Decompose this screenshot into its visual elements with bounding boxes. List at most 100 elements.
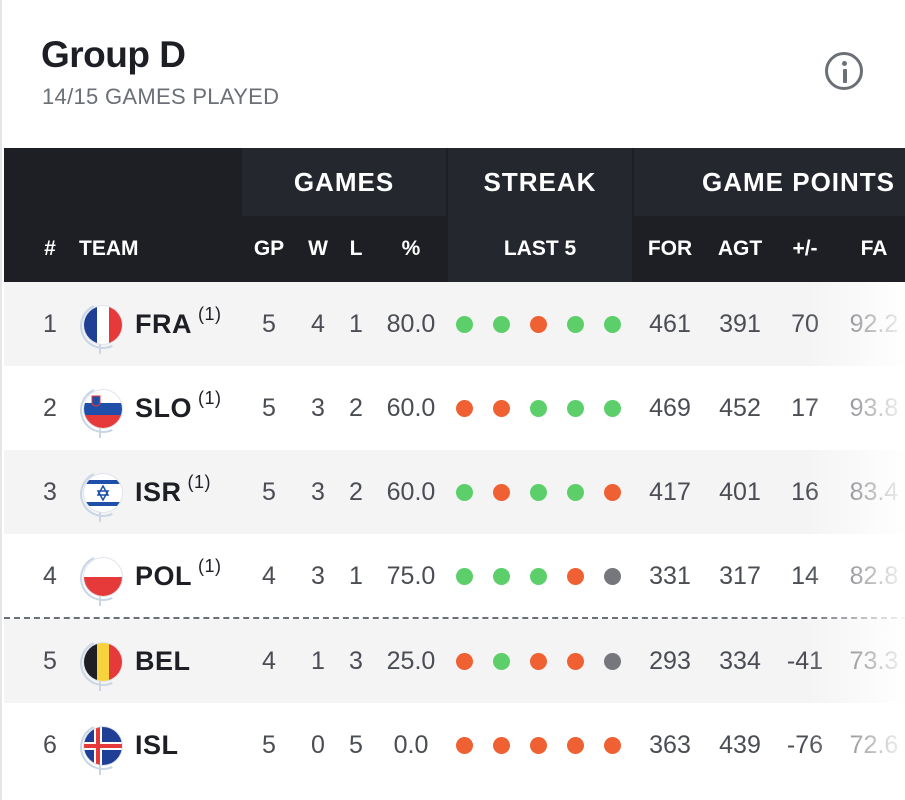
team-code[interactable]: FRA — [135, 308, 192, 339]
team-name[interactable]: SLO (1) — [135, 366, 222, 450]
streak-dot-win — [604, 315, 621, 333]
points-against-cell: 391 — [719, 309, 761, 338]
rank-cell: 6 — [43, 730, 57, 759]
team-name[interactable]: BEL — [135, 619, 197, 703]
streak-dot-loss — [493, 483, 510, 501]
team-code[interactable]: ISL — [135, 729, 179, 760]
streak-dot-win — [456, 483, 473, 501]
team-name[interactable]: ISL — [135, 703, 185, 787]
losses-cell: 1 — [349, 561, 363, 590]
streak-dot-win — [567, 399, 584, 417]
streak-dot-loss — [456, 399, 473, 417]
col-diff[interactable]: +/- — [792, 237, 818, 260]
streak-dot-win — [456, 567, 473, 585]
streak-dot-loss — [493, 399, 510, 417]
col-w[interactable]: W — [308, 237, 328, 260]
team-name[interactable]: FRA (1) — [135, 282, 222, 366]
rank-cell: 1 — [43, 309, 57, 338]
col-pct[interactable]: % — [401, 237, 421, 260]
qualification-divider — [4, 617, 905, 619]
last5-streak — [456, 366, 621, 450]
col-for[interactable]: FOR — [647, 237, 693, 260]
streak-dot-loss — [456, 736, 473, 754]
rank-cell: 3 — [43, 477, 57, 506]
col-fa[interactable]: FA — [860, 237, 888, 260]
table-row[interactable]: 1 FRA (1) 5 4 1 80.0 461 391 70 92.2 — [4, 282, 905, 366]
col-last5[interactable]: LAST 5 — [503, 237, 577, 260]
streak-dot-loss — [567, 567, 584, 585]
wins-cell: 0 — [311, 730, 325, 759]
streak-dot-not-played — [604, 567, 621, 585]
belgium-flag-icon — [84, 643, 122, 681]
last5-streak — [456, 282, 621, 366]
col-team[interactable]: TEAM — [79, 237, 139, 260]
rank-cell: 4 — [43, 561, 57, 590]
col-rank[interactable]: # — [44, 237, 56, 260]
win-pct-cell: 60.0 — [386, 477, 436, 506]
poland-flag-icon — [84, 558, 122, 596]
streak-dot-loss — [604, 736, 621, 754]
points-for-cell: 363 — [649, 730, 691, 759]
team-name[interactable]: POL (1) — [135, 534, 222, 618]
streak-dot-win — [530, 483, 547, 501]
table-row[interactable]: 5 BEL 4 1 3 25.0 293 334 -41 73.3 — [4, 619, 905, 703]
team-code[interactable]: POL — [135, 560, 193, 591]
wins-cell: 3 — [311, 561, 325, 590]
table-row[interactable]: 4 POL (1) 4 3 1 75.0 331 317 14 82.8 — [4, 534, 905, 618]
col-gp[interactable]: GP — [253, 237, 285, 260]
points-for-cell: 469 — [649, 393, 691, 422]
streak-dot-loss — [456, 652, 473, 670]
gp-cell: 5 — [262, 730, 276, 759]
fa-cell: 72.6 — [849, 730, 899, 759]
team-note: (1) — [198, 387, 222, 408]
win-pct-cell: 80.0 — [386, 309, 436, 338]
gp-cell: 4 — [262, 646, 276, 675]
streak-dot-loss — [604, 483, 621, 501]
team-name[interactable]: ISR (1) — [135, 450, 211, 534]
slovenia-flag-icon — [84, 390, 122, 428]
losses-cell: 1 — [349, 309, 363, 338]
info-icon[interactable] — [825, 52, 863, 90]
streak-dot-loss — [530, 315, 547, 333]
table-row[interactable]: 3 ISR (1) 5 3 2 60.0 417 401 16 83.4 — [4, 450, 905, 534]
france-flag-icon — [84, 306, 122, 344]
games-played-subtitle: 14/15 GAMES PLAYED — [42, 84, 280, 109]
fa-cell: 73.3 — [849, 646, 899, 675]
streak-dot-not-played — [604, 652, 621, 670]
team-note: (1) — [198, 555, 222, 576]
team-note: (1) — [187, 471, 212, 492]
streak-dot-loss — [567, 736, 584, 754]
col-agt[interactable]: AGT — [717, 237, 763, 260]
point-diff-cell: 17 — [791, 393, 819, 422]
streak-dot-loss — [493, 736, 510, 754]
table-row[interactable]: 6 ISL 5 0 5 0.0 363 439 -76 72.6 — [4, 703, 905, 787]
streak-dot-win — [493, 652, 510, 670]
points-for-cell: 293 — [649, 646, 691, 675]
gp-cell: 5 — [262, 393, 276, 422]
team-code[interactable]: ISR — [135, 476, 182, 507]
streak-dot-win — [456, 315, 473, 333]
streak-dot-win — [530, 567, 547, 585]
last5-streak — [456, 534, 621, 618]
team-code[interactable]: BEL — [135, 645, 191, 676]
streak-dot-loss — [530, 736, 547, 754]
group-title: Group D — [41, 34, 186, 75]
streak-dot-loss — [567, 652, 584, 670]
points-against-cell: 439 — [719, 730, 761, 759]
win-pct-cell: 25.0 — [386, 646, 436, 675]
last5-streak — [456, 703, 621, 787]
streak-dot-win — [604, 399, 621, 417]
col-l[interactable]: L — [349, 237, 363, 260]
table-row[interactable]: 2 SLO (1) 5 3 2 60.0 469 452 17 93.8 — [4, 366, 905, 450]
gp-cell: 5 — [262, 309, 276, 338]
israel-flag-icon — [84, 474, 122, 512]
fa-cell: 92.2 — [849, 309, 899, 338]
fa-cell: 93.8 — [849, 393, 899, 422]
point-diff-cell: -41 — [786, 646, 824, 675]
gp-cell: 5 — [262, 477, 276, 506]
team-code[interactable]: SLO — [135, 392, 193, 423]
wins-cell: 3 — [311, 477, 325, 506]
team-note: (1) — [198, 303, 222, 324]
win-pct-cell: 75.0 — [386, 561, 436, 590]
